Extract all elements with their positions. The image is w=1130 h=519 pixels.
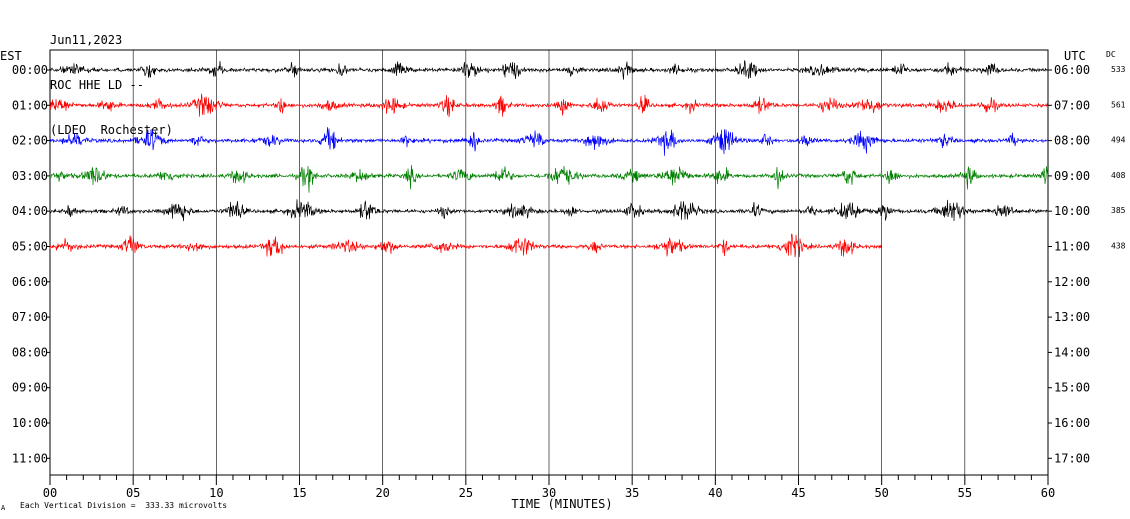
header-date: Jun11,2023	[50, 33, 123, 47]
left-time-label: 02:00	[12, 134, 48, 148]
x-tick-label: 55	[958, 486, 972, 500]
right-time-label: 12:00	[1054, 275, 1090, 289]
x-tick-label: 00	[43, 486, 57, 500]
right-time-label: 16:00	[1054, 416, 1090, 430]
dc-value: 561	[1111, 100, 1126, 109]
right-time-label: 11:00	[1054, 240, 1090, 254]
right-time-label: 15:00	[1054, 381, 1090, 395]
right-timezone-label: UTC	[1064, 49, 1086, 63]
right-time-label: 07:00	[1054, 98, 1090, 112]
right-time-label: 10:00	[1054, 204, 1090, 218]
dc-header: DC	[1106, 50, 1116, 59]
x-tick-label: 10	[209, 486, 223, 500]
header-station: ROC HHE LD --	[50, 78, 144, 92]
x-axis-ticks: 00 05 10 15 20 25 30 35 40 45 50 55 60	[43, 475, 1055, 500]
x-tick-label: 25	[459, 486, 473, 500]
x-tick-label: 35	[625, 486, 639, 500]
seismic-trace	[49, 199, 1049, 222]
dc-value: 438	[1111, 242, 1126, 251]
right-time-labels: 06:00 07:00 08:00 09:00 10:00 11:00 12:00 13:00…	[1048, 63, 1090, 465]
left-time-label: 01:00	[12, 98, 48, 112]
x-tick-label: 15	[292, 486, 306, 500]
left-time-label: 10:00	[12, 416, 48, 430]
left-time-labels: 00:00 01:00 02:00 03:00 04:00 05:00 06:00 07:00…	[12, 63, 50, 465]
left-time-label: 09:00	[12, 381, 48, 395]
x-tick-label: 60	[1041, 486, 1055, 500]
left-time-label: 08:00	[12, 345, 48, 359]
left-time-label: 00:00	[12, 63, 48, 77]
seismic-trace	[49, 93, 1049, 118]
x-axis-title: TIME (MINUTES)	[511, 497, 612, 511]
dc-value: 494	[1111, 136, 1126, 145]
x-tick-label: 40	[708, 486, 722, 500]
left-time-label: 04:00	[12, 204, 48, 218]
x-tick-label: 05	[126, 486, 140, 500]
seismic-trace	[49, 59, 1049, 80]
x-tick-label: 20	[375, 486, 389, 500]
footer-mark: A	[1, 504, 6, 512]
footer-note: Each Vertical Division = 333.33 microvol…	[20, 501, 227, 510]
right-time-label: 08:00	[1054, 134, 1090, 148]
left-time-label: 05:00	[12, 240, 48, 254]
left-time-label: 11:00	[12, 451, 48, 465]
seismic-trace	[49, 233, 882, 258]
right-time-label: 17:00	[1054, 451, 1090, 465]
x-tick-label: 30	[542, 486, 556, 500]
left-time-label: 03:00	[12, 169, 48, 183]
dc-value: 408	[1111, 171, 1126, 180]
right-time-label: 06:00	[1054, 63, 1090, 77]
seismic-trace	[49, 127, 1049, 156]
right-time-label: 09:00	[1054, 169, 1090, 183]
grid-lines	[132, 50, 966, 475]
x-tick-label: 50	[874, 486, 888, 500]
right-time-label: 13:00	[1054, 310, 1090, 324]
dc-value: 533	[1111, 65, 1126, 74]
left-time-label: 07:00	[12, 310, 48, 324]
left-time-label: 06:00	[12, 275, 48, 289]
left-timezone-label: EST	[0, 49, 22, 63]
dc-value: 385	[1111, 206, 1126, 215]
seismic-trace	[49, 164, 1049, 193]
right-time-label: 14:00	[1054, 345, 1090, 359]
x-tick-label: 45	[791, 486, 805, 500]
dc-values: 533 561 494 408 385 438	[1111, 65, 1126, 251]
trace-group	[49, 59, 1049, 258]
